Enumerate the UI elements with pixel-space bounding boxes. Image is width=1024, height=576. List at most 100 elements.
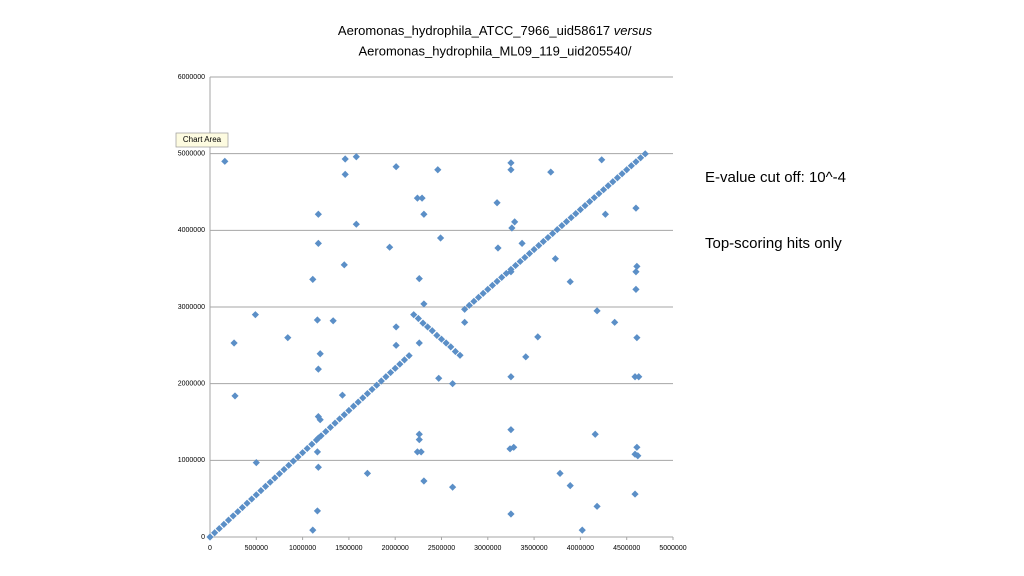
point [586, 198, 594, 206]
point [280, 465, 288, 474]
point [470, 297, 478, 305]
point [220, 520, 228, 528]
point [631, 490, 639, 498]
x-tick-label: 0 [208, 545, 212, 552]
point [599, 186, 608, 194]
y-tick-label: 1000000 [178, 457, 205, 464]
point [479, 289, 487, 297]
point [354, 398, 362, 406]
point [331, 419, 339, 427]
x-tick-label: 5000000 [659, 545, 686, 552]
point [634, 452, 642, 460]
point [511, 261, 520, 270]
point [633, 334, 641, 342]
point [551, 255, 559, 263]
point [510, 443, 518, 451]
tooltip: Chart Area [183, 135, 222, 144]
point [414, 314, 422, 323]
point [507, 268, 515, 276]
point [449, 380, 457, 388]
point [506, 445, 514, 453]
point [609, 178, 617, 186]
x-tick-label: 3500000 [520, 545, 547, 552]
point [359, 394, 367, 402]
point [632, 285, 640, 293]
point [566, 482, 574, 490]
point [618, 170, 626, 178]
x-tick-label: 1500000 [335, 545, 362, 552]
point [567, 214, 575, 222]
chart-title: Aeromonas_hydrophila_ATCC_7966_uid58617 … [338, 23, 653, 38]
point [461, 318, 469, 326]
point [547, 168, 555, 176]
point [420, 477, 428, 485]
point [377, 377, 385, 385]
point [633, 262, 641, 270]
point [340, 261, 348, 269]
point [313, 448, 322, 456]
point [623, 166, 631, 174]
point [313, 316, 322, 324]
point [303, 444, 311, 453]
point [284, 334, 292, 342]
point [392, 323, 400, 331]
point [309, 275, 317, 283]
point [534, 333, 542, 341]
point [230, 339, 238, 347]
point [251, 311, 259, 319]
point [392, 341, 400, 349]
point [456, 351, 464, 359]
point [420, 210, 428, 218]
point [493, 277, 501, 285]
x-tick-label: 500000 [245, 545, 268, 552]
point [224, 516, 233, 524]
point [338, 391, 347, 399]
point [601, 210, 610, 218]
point [314, 463, 322, 471]
point [413, 448, 422, 456]
point [261, 482, 270, 490]
point [386, 368, 395, 377]
point [549, 229, 557, 238]
point [271, 474, 279, 482]
point [578, 526, 586, 534]
point [231, 392, 239, 400]
point [635, 373, 643, 381]
y-tick-label: 6000000 [178, 74, 205, 81]
point [206, 533, 214, 541]
point [415, 339, 423, 347]
point [633, 443, 641, 451]
point [591, 430, 599, 438]
point [593, 307, 601, 315]
point [435, 374, 443, 382]
point [507, 166, 515, 174]
point [314, 413, 322, 421]
point [341, 155, 349, 163]
point [572, 210, 580, 218]
point [349, 402, 358, 410]
point [314, 210, 322, 218]
point [308, 440, 316, 448]
point [507, 159, 515, 167]
point [392, 163, 400, 171]
point [484, 285, 492, 293]
point [420, 300, 428, 308]
point [314, 434, 322, 442]
point [553, 225, 561, 234]
point [449, 483, 457, 491]
title-italic: versus [614, 23, 653, 38]
x-tick-label: 2000000 [382, 545, 409, 552]
point [461, 305, 469, 313]
point [507, 426, 515, 434]
point [316, 350, 324, 358]
point [275, 470, 284, 478]
point [257, 487, 265, 495]
chart-title: Aeromonas_hydrophila_ML09_119_uid205540/ [359, 43, 632, 58]
point [386, 243, 394, 251]
point [309, 526, 317, 534]
point [368, 385, 376, 394]
point [611, 318, 619, 326]
point [604, 182, 612, 190]
